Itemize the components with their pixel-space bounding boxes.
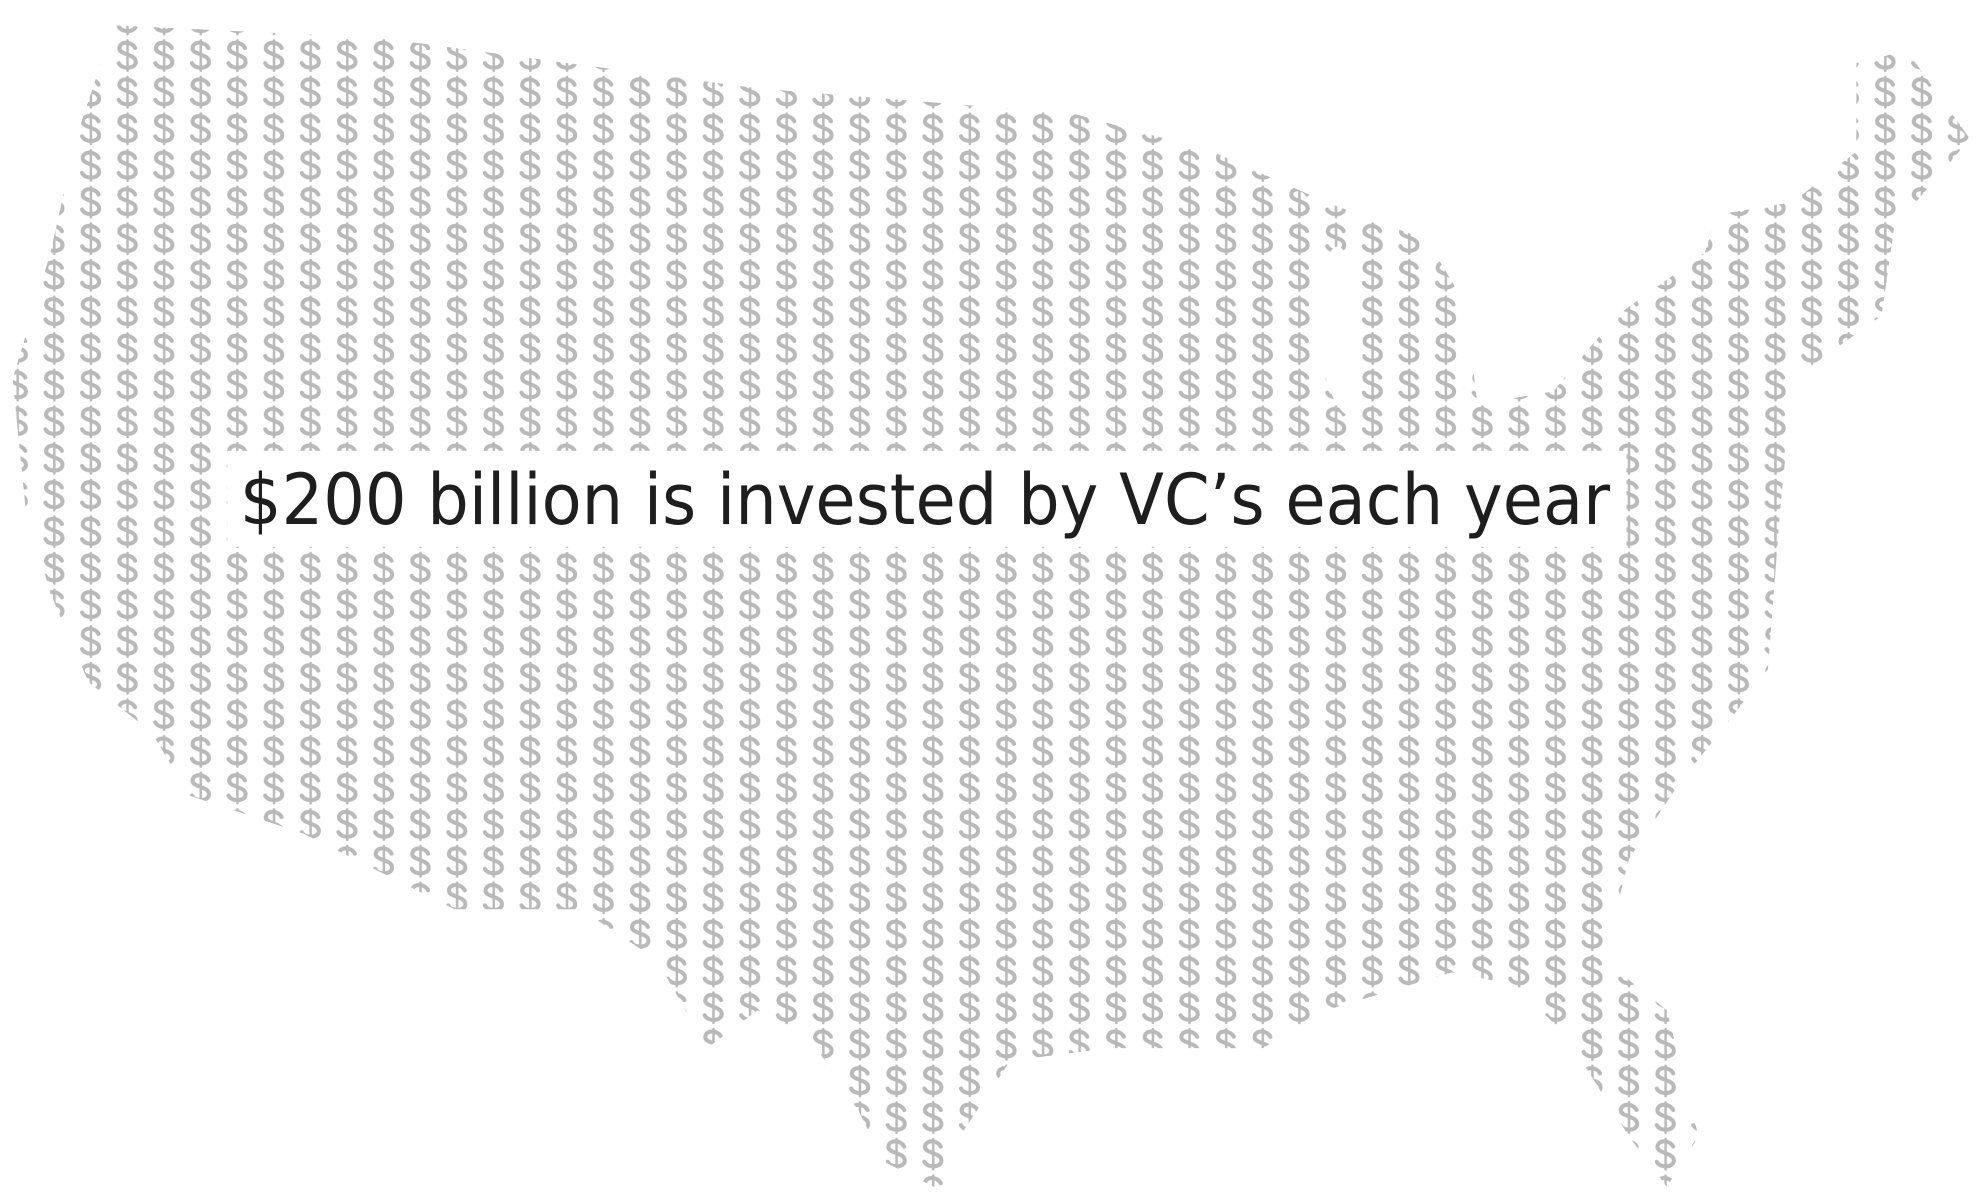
caption: $200 billion is invested by VC’s each ye… [240,458,1611,541]
caption-band [227,450,1627,547]
